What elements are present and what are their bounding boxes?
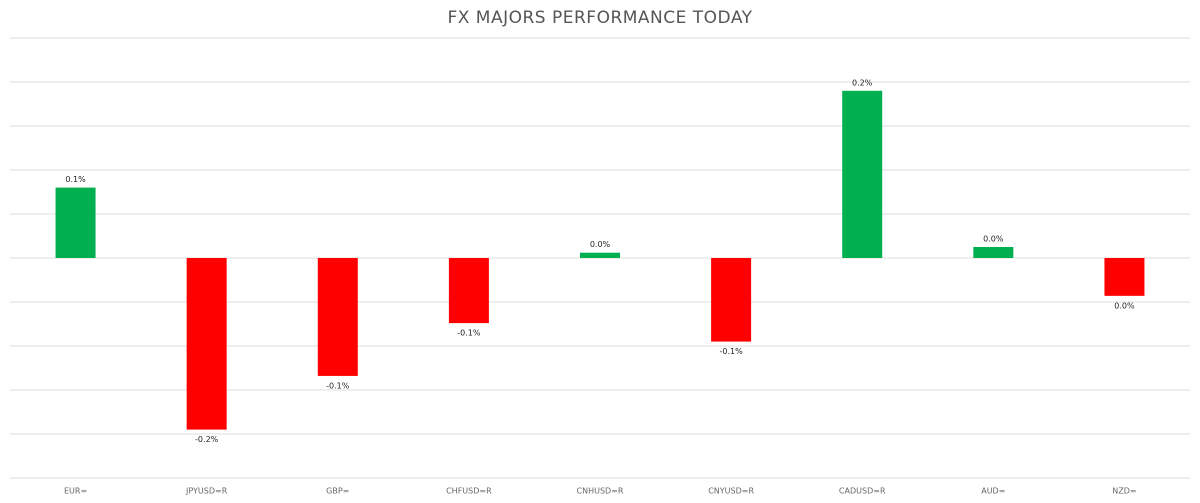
x-tick-label: NZD= — [1112, 487, 1136, 496]
bar — [1104, 258, 1145, 296]
bar — [317, 258, 358, 376]
x-tick-label: AUD= — [981, 487, 1005, 496]
value-label: -0.1% — [326, 381, 350, 390]
bars: EUR= 0.1% JPYUSD=R -0.2% GBP= -0.1% CHFUSD=R -0… — [55, 78, 1145, 496]
value-label: -0.1% — [720, 347, 744, 356]
x-tick-label: GBP= — [326, 487, 349, 496]
x-tick-label: EUR= — [64, 487, 87, 496]
x-tick-label: CNHUSD=R — [577, 487, 624, 496]
value-label: 0.1% — [65, 175, 86, 184]
value-label: 0.0% — [983, 235, 1004, 244]
x-tick-label: CHFUSD=R — [446, 487, 492, 496]
chart-title: FX MAJORS PERFORMANCE TODAY — [447, 8, 752, 28]
value-label: 0.2% — [852, 78, 873, 87]
value-label: 0.0% — [590, 240, 611, 249]
bar — [842, 90, 883, 258]
x-tick-label: CADUSD=R — [839, 487, 886, 496]
bar — [448, 258, 489, 324]
x-tick-label: JPYUSD=R — [185, 487, 228, 496]
bar — [711, 258, 752, 342]
value-label: -0.2% — [195, 435, 219, 444]
x-tick-label: CNYUSD=R — [708, 487, 754, 496]
bar — [973, 247, 1014, 258]
value-label: 0.0% — [1114, 301, 1135, 310]
bar — [55, 187, 96, 258]
bar — [186, 258, 227, 430]
bar — [580, 252, 620, 258]
value-label: -0.1% — [457, 329, 481, 338]
